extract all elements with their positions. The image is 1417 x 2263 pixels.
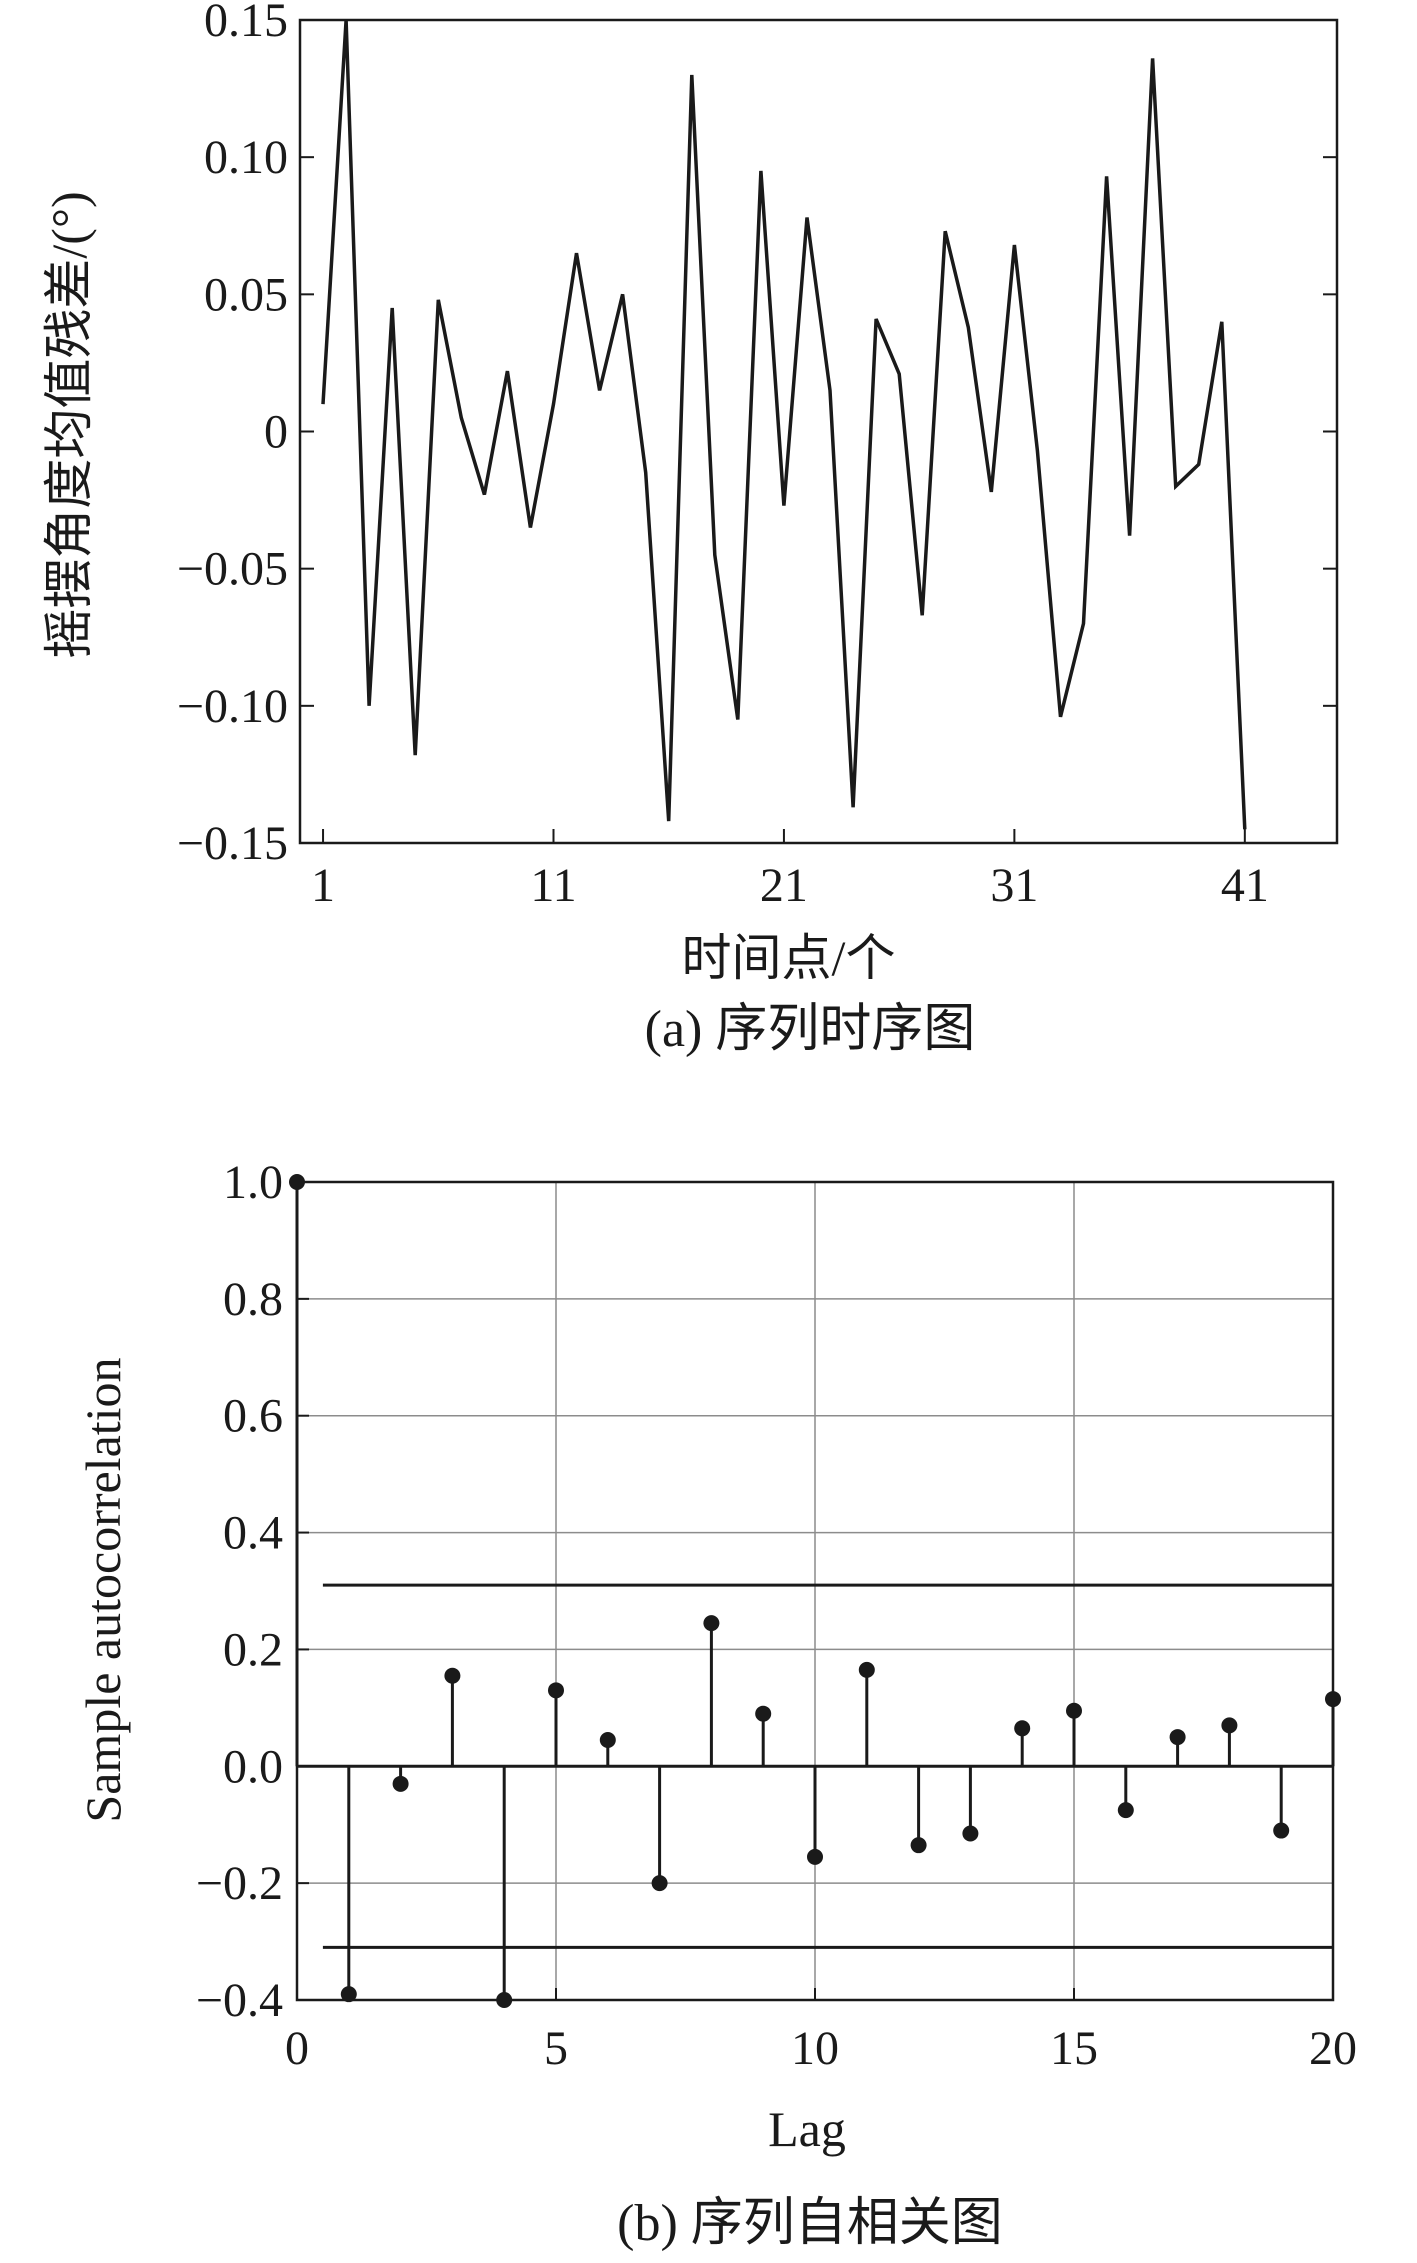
chart-a-ytick-label: 0.05 [204,268,288,321]
chart-a-ytick-label: 0.10 [204,131,288,184]
chart-a-xtick-label: 1 [311,859,335,912]
chart-a-series-line [321,19,1247,830]
chart-b-marker [340,1986,357,2003]
chart-b-marker [755,1705,772,1722]
chart-a-xtick-label: 21 [760,859,808,912]
chart-a-plot-frame [298,18,1339,845]
chart-b-marker [962,1825,979,1842]
chart-b-marker [1169,1729,1186,1746]
chart-b-marker [858,1661,875,1678]
chart-b-marker [496,1992,513,2008]
chart-b-marker [651,1875,668,1892]
chart-b-xtick-label: 5 [544,2022,568,2075]
chart-a-ytick-label: 0 [264,406,288,459]
chart-b-autocorrelation: 1.0 0.8 0.6 0.4 0.2 0.0 −0.2 −0.40 5 10 15 20 Lag Sam… [75,1156,1357,2157]
chart-a-ytick-label: 0.15 [204,0,288,47]
chart-b-caption: (b) 序列自相关图 [617,2195,1003,2252]
chart-b-ylabel: Sample autocorrelation [75,1357,131,1822]
chart-a-ytick-label: −0.10 [177,680,288,733]
chart-b-marker [289,1174,305,1190]
chart-b-marker [1273,1822,1290,1839]
chart-b-ytick-label: 1.0 [223,1156,283,1209]
chart-a-caption: (a) 序列时序图 [645,1001,976,1058]
chart-b-marker [1014,1720,1031,1737]
chart-b-marker [807,1848,823,1865]
chart-a-xlabel: 时间点/个 [682,930,896,986]
chart-a-ytick-label: −0.05 [177,543,288,596]
chart-a-xtick-label: 41 [1221,859,1269,912]
chart-b-marker [1066,1702,1082,1719]
chart-b-xtick-label: 20 [1309,2022,1357,2075]
chart-b-marker [1117,1802,1134,1819]
chart-b-ytick-label: 0.8 [223,1273,283,1326]
chart-b-marker [548,1682,564,1699]
chart-b-ytick-label: 0.4 [223,1507,283,1560]
chart-b-marker [392,1775,409,1792]
chart-a-xtick-label: 31 [990,859,1038,912]
chart-b-ytick-label: −0.4 [196,1974,283,2027]
chart-b-ytick-label: 0.6 [223,1390,283,1443]
chart-b-xtick-label: 0 [285,2022,309,2075]
chart-b-marker [1325,1691,1341,1708]
chart-b-xlabel: Lag [768,2101,846,2157]
chart-b-ytick-label: −0.2 [196,1857,283,1910]
chart-a-xtick-label: 11 [530,859,576,912]
chart-a-time-series: 0.150.100.050−0.05−0.10−0.151 11 21 31 41时间点… [41,0,1339,986]
chart-b-xtick-label: 15 [1050,2022,1098,2075]
chart-b-marker [910,1837,927,1854]
chart-a-ytick-label: −0.15 [177,817,288,870]
chart-b-marker [599,1731,616,1748]
chart-b-xtick-label: 10 [791,2022,839,2075]
chart-a-ylabel: 摇摆角度均值残差/(°) [41,191,97,658]
chart-b-marker [1221,1717,1238,1734]
chart-b-ytick-label: 0.2 [223,1623,283,1676]
chart-b-marker [703,1615,720,1632]
chart-b-marker [444,1667,461,1684]
chart-b-ytick-label: 0.0 [223,1740,283,1793]
